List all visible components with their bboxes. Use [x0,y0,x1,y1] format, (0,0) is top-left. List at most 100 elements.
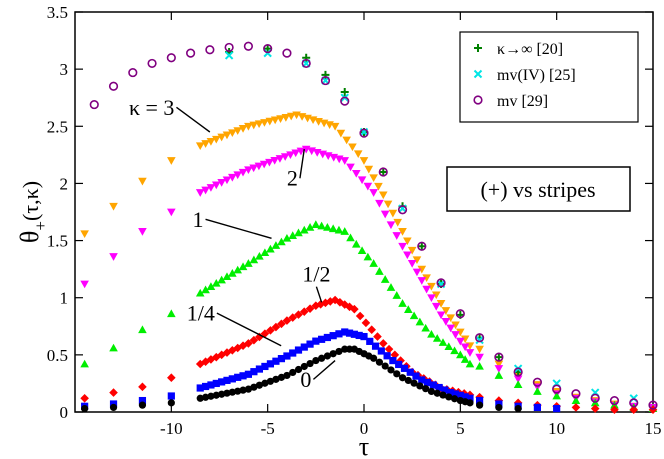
legend-marker-mv-29 [473,95,483,105]
point-1-4 [533,403,541,412]
point-1-4 [196,384,204,392]
point-1 [201,285,210,294]
point-3 [265,117,275,126]
point-3 [441,307,451,315]
leader-line-1 [205,218,272,239]
point-2 [431,302,441,311]
point-1 [552,391,561,400]
point-1-2 [138,382,147,392]
point-1-4 [341,328,349,336]
point-1 [357,246,367,255]
point-1-2 [222,348,232,357]
point-1 [571,396,581,404]
point-0 [393,370,401,378]
annotation-box: (+) vs stripes [446,166,631,212]
y-tick-label: 1.5 [47,232,68,251]
point-mv-29 [263,43,273,54]
point-1-4 [400,364,409,372]
point-0 [196,394,204,402]
point-3 [398,228,407,236]
point-0 [138,401,147,409]
point-1-4 [423,378,432,387]
point-2 [351,169,361,178]
point-2 [436,311,446,320]
point-1 [450,346,459,355]
point-3 [369,174,378,183]
point-1-4 [447,388,455,397]
point-3 [342,136,351,145]
point-3 [276,115,285,123]
point-2 [422,285,431,294]
point-2 [392,232,402,240]
y-axis-label: θ+(τ,κ) [15,181,50,243]
point-1-2 [299,307,309,316]
point-20 [263,44,272,53]
x-axis-label: τ [359,432,369,459]
curve-labels: κ = 3 2 1 1/2 1/4 0 [129,95,336,392]
point-1 [206,282,216,290]
point-2 [417,277,427,285]
point-mv-29 [359,128,369,138]
point-1-4 [377,347,385,355]
point-1 [311,220,321,228]
point-mv-29 [513,367,523,377]
legend-label-kappa-inf: κ→∞ [20] [497,41,563,58]
point-mv-29 [186,48,196,58]
point-mv-29 [436,278,446,288]
point-2 [195,189,205,197]
point-2 [244,166,253,175]
point-1-4 [250,368,258,376]
point-0 [255,381,264,389]
point-1-2 [610,405,619,415]
point-1 [513,380,523,388]
point-2 [222,176,232,185]
point-1-4 [383,352,391,360]
point-3 [446,314,455,323]
point-1-2 [590,404,600,413]
annotation-frame [446,166,631,212]
point-3 [281,113,291,122]
point-1-2 [167,373,176,383]
point-1-2 [571,403,581,412]
point-2 [357,176,367,185]
leader-line-1-4 [216,312,282,347]
point-2 [259,160,269,169]
point-1-4 [272,357,280,365]
point-1-2 [373,332,382,341]
point-3 [195,142,205,151]
point-1-4 [167,392,175,400]
point-1 [386,283,396,291]
point-1 [109,343,118,352]
point-2 [201,186,210,195]
point-0 [234,387,242,395]
point-0 [466,399,474,407]
point-1 [328,224,338,233]
point-2 [228,173,237,182]
point-0 [398,374,407,382]
point-1-2 [629,405,639,415]
point-3 [417,265,427,274]
point-2 [217,179,226,187]
point-2 [363,182,373,191]
point-1 [475,361,484,370]
x-tick-label: 0 [360,419,369,438]
point-2 [475,353,484,362]
point-2 [109,253,118,261]
point-mv-29 [417,241,427,251]
point-1-2 [378,339,388,348]
point-0 [289,368,297,377]
point-mv-29 [629,398,639,408]
point-2 [296,147,306,156]
point-1-2 [316,299,325,309]
y-tick-label: 0 [60,403,69,422]
point-1 [465,359,475,368]
point-1-4 [323,333,331,342]
point-2 [427,294,436,303]
point-3 [138,177,147,186]
point-2 [412,268,422,277]
point-1-4 [212,379,220,388]
point-1-4 [261,362,269,371]
point-2 [460,343,470,352]
point-0 [277,373,286,381]
